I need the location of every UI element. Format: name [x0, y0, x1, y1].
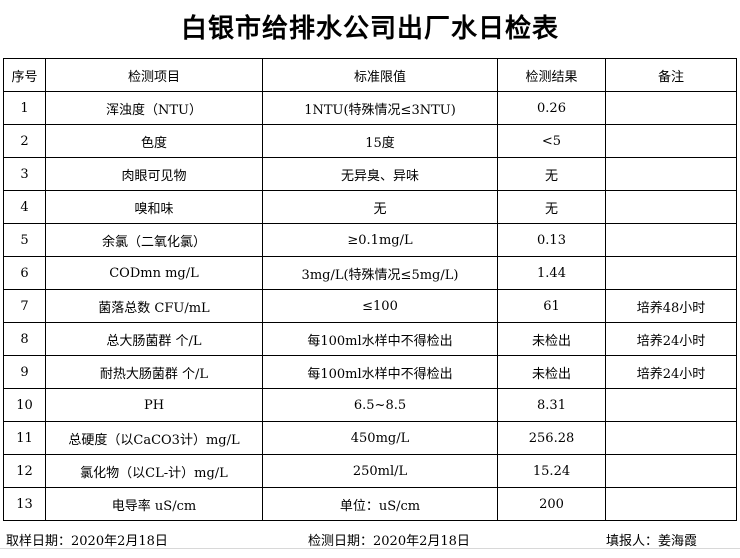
table-cell: 0.26 [497, 91, 606, 125]
table-cell: ≤100 [262, 289, 498, 323]
header-cell: 检测结果 [497, 58, 606, 92]
table-cell: <5 [497, 124, 606, 158]
header-cell: 标准限值 [262, 58, 498, 92]
table-row: 10 PH 6.5~8.5 8.31 [3, 388, 737, 422]
table-cell: 3 [3, 157, 46, 191]
table-cell: 无异臭、异味 [262, 157, 498, 191]
table-cell: 未检出 [497, 355, 606, 389]
table-cell [605, 190, 737, 224]
header-cell: 检测项目 [45, 58, 263, 92]
table-cell: 8 [3, 322, 46, 356]
table-cell [605, 91, 737, 125]
table-cell: 培养24小时 [605, 355, 737, 389]
test-date: 检测日期：2020年2月18日 [308, 534, 470, 549]
table-cell: 无 [262, 190, 498, 224]
table-cell: 7 [3, 289, 46, 323]
table-cell: 1.44 [497, 256, 606, 290]
table-cell: 电导率 uS/cm [45, 487, 263, 521]
table-row: 9 耐热大肠菌群 个/L 每100ml水样中不得检出 未检出 培养24小时 [3, 355, 737, 389]
table-cell: 嗅和味 [45, 190, 263, 224]
table-row: 4 嗅和味无无 [3, 190, 737, 224]
table-row: 11 总硬度（以CaCO3计）mg/L 450mg/L 256.28 [3, 421, 737, 455]
table-cell: 未检出 [497, 322, 606, 356]
table-cell [605, 157, 737, 191]
table-row: 13 电导率 uS/cm 单位：uS/cm 200 [3, 487, 737, 521]
table-cell: 每100ml水样中不得检出 [262, 355, 498, 389]
table-cell: 肉眼可见物 [45, 157, 263, 191]
table-row: 1 浑浊度（NTU） 1NTU(特殊情况≤3NTU) 0.26 [3, 91, 737, 125]
header-cell: 备注 [605, 58, 737, 92]
table-cell: 450mg/L [262, 421, 498, 455]
table-cell: 单位：uS/cm [262, 487, 498, 521]
table-cell: 1 [3, 91, 46, 125]
table-cell: PH [45, 388, 263, 422]
table-cell: 0.13 [497, 223, 606, 257]
table-cell: 菌落总数 CFU/mL [45, 289, 263, 323]
table-cell: 氯化物（以CL-计）mg/L [45, 454, 263, 488]
table-cell: 61 [497, 289, 606, 323]
table-cell: 9 [3, 355, 46, 389]
table-cell [605, 454, 737, 488]
table-cell: 4 [3, 190, 46, 224]
table-cell: 余氯（二氧化氯） [45, 223, 263, 257]
table-cell: 6.5~8.5 [262, 388, 498, 422]
table-cell: 无 [497, 190, 606, 224]
reporter: 填报人：姜海霞 [606, 534, 698, 549]
table-cell: 12 [3, 454, 46, 488]
table-cell: ≥0.1mg/L [262, 223, 498, 257]
table-cell: 13 [3, 487, 46, 521]
table-cell: 5 [3, 223, 46, 257]
table-cell [605, 421, 737, 455]
table-cell: 10 [3, 388, 46, 422]
table-cell: 256.28 [497, 421, 606, 455]
page-title: 白银市给排水公司出厂水日检表 [180, 14, 559, 44]
table-cell [605, 124, 737, 158]
table-cell: 每100ml水样中不得检出 [262, 322, 498, 356]
table-cell: 培养24小时 [605, 322, 737, 356]
table-cell: 总大肠菌群 个/L [45, 322, 263, 356]
table-cell: 250ml/L [262, 454, 498, 488]
table-cell [605, 256, 737, 290]
table-cell: 浑浊度（NTU） [45, 91, 263, 125]
inspection-table: 序号 检测项目 标准限值 检测结果 备注 1 浑浊度（NTU） 1NTU(特殊情况≤… [3, 58, 737, 521]
table-cell: 2 [3, 124, 46, 158]
sample-date: 取样日期：2020年2月18日 [6, 534, 168, 549]
table-cell: CODmn mg/L [45, 256, 263, 290]
table-row: 6 CODmn mg/L 3mg/L(特殊情况≤5mg/L) 1.44 [3, 256, 737, 290]
table-cell: 培养48小时 [605, 289, 737, 323]
table-cell: 总硬度（以CaCO3计）mg/L [45, 421, 263, 455]
table-row: 7 菌落总数 CFU/mL ≤100 61 培养48小时 [3, 289, 737, 323]
table-row: 2 色度 15度 <5 [3, 124, 737, 158]
table-row: 12 氯化物（以CL-计）mg/L 250ml/L 15.24 [3, 454, 737, 488]
table-cell: 1NTU(特殊情况≤3NTU) [262, 91, 498, 125]
header-cell: 序号 [3, 58, 46, 92]
table-cell: 色度 [45, 124, 263, 158]
table-cell [605, 487, 737, 521]
gridline [0, 548, 740, 549]
table-cell: 6 [3, 256, 46, 290]
table-cell: 15.24 [497, 454, 606, 488]
table-cell: 耐热大肠菌群 个/L [45, 355, 263, 389]
table-cell [605, 223, 737, 257]
table-row: 3 肉眼可见物 无异臭、异味无 [3, 157, 737, 191]
table-cell: 无 [497, 157, 606, 191]
table-cell [605, 388, 737, 422]
table-row: 5 余氯（二氧化氯） ≥0.1mg/L 0.13 [3, 223, 737, 257]
table-cell: 8.31 [497, 388, 606, 422]
header-row: 序号 检测项目 标准限值 检测结果 备注 [3, 58, 737, 92]
table-row: 8 总大肠菌群 个/L 每100ml水样中不得检出 未检出 培养24小时 [3, 322, 737, 356]
table-cell: 3mg/L(特殊情况≤5mg/L) [262, 256, 498, 290]
table-cell: 15度 [262, 124, 498, 158]
table-cell: 200 [497, 487, 606, 521]
table-cell: 11 [3, 421, 46, 455]
